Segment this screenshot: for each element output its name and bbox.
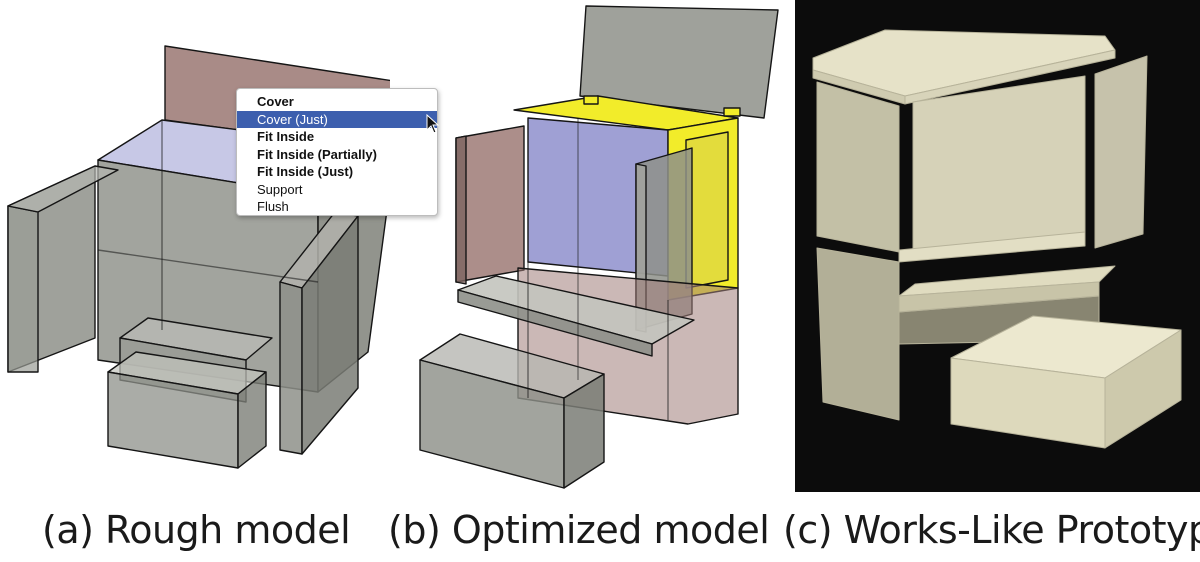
mouse-pointer-icon [426, 114, 440, 134]
prototype-photo [795, 0, 1200, 500]
rough-model-view: Cover Cover (Just) Fit Inside Fit Inside… [0, 0, 440, 500]
caption-rough-model: (a) Rough model [42, 508, 351, 552]
caption-works-like-prototype: (c) Works-Like Prototype [783, 508, 1200, 552]
menu-item-fit-inside-partially[interactable]: Fit Inside (Partially) [257, 146, 377, 162]
menu-item-cover[interactable]: Cover [257, 94, 294, 109]
menu-item-fit-inside[interactable]: Fit Inside [257, 129, 315, 144]
optimized-model-view [398, 0, 800, 500]
optimized-model-render [419, 5, 779, 489]
menu-item-fit-inside-just[interactable]: Fit Inside (Just) [257, 164, 354, 179]
constraint-context-menu[interactable]: Cover Cover (Just) Fit Inside Fit Inside… [236, 88, 438, 216]
caption-optimized-model: (b) Optimized model [388, 508, 770, 552]
prototype-photo-render [795, 0, 1200, 492]
prototype-right-door [1094, 55, 1148, 249]
menu-item-cover-just[interactable]: Cover (Just) [237, 110, 437, 128]
lid-part [579, 5, 779, 119]
rough-model-render [7, 45, 390, 469]
prototype-left-door [816, 81, 900, 253]
menu-item-flush[interactable]: Flush [257, 199, 289, 214]
menu-item-support[interactable]: Support [257, 181, 303, 197]
